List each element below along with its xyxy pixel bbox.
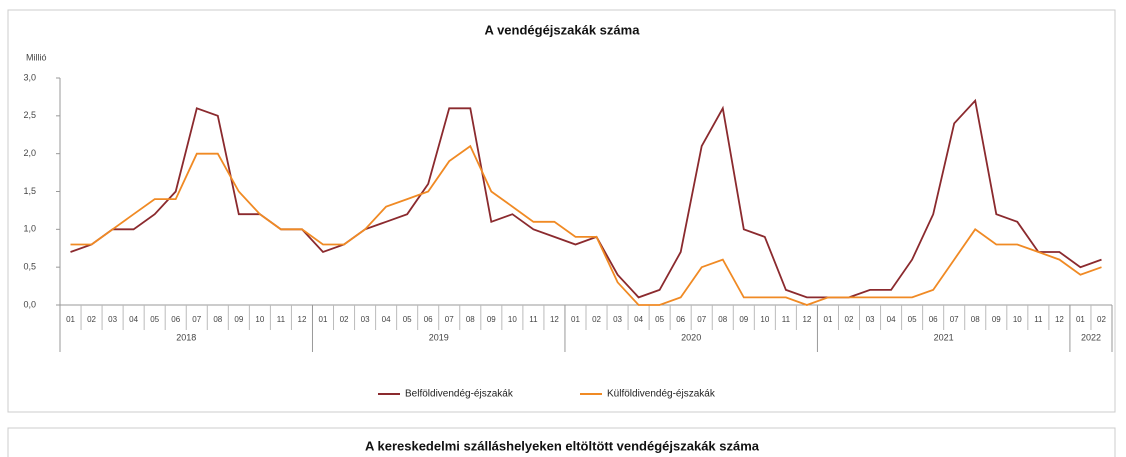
x-tick-label: 01 [824, 315, 833, 324]
x-tick-label: 01 [571, 315, 580, 324]
x-tick-label: 01 [319, 315, 328, 324]
y-tick-label: 2,0 [23, 148, 36, 158]
x-tick-label: 02 [87, 315, 96, 324]
legend-label: Belföldivendég-éjszakák [405, 389, 514, 400]
x-tick-label: 09 [234, 315, 243, 324]
x-tick-label: 08 [466, 315, 475, 324]
x-tick-label: 06 [171, 315, 180, 324]
x-tick-label: 04 [887, 315, 896, 324]
group-label: 2022 [1081, 332, 1101, 342]
series-line [70, 144, 1102, 306]
x-tick-label: 08 [213, 315, 222, 324]
x-tick-label: 09 [487, 315, 496, 324]
x-tick-label: 06 [929, 315, 938, 324]
legend-label: Külföldivendég-éjszakák [607, 389, 716, 400]
x-tick-label: 05 [150, 315, 159, 324]
x-tick-label: 10 [760, 315, 769, 324]
group-label: 2019 [429, 332, 449, 342]
x-tick-label: 03 [361, 315, 370, 324]
x-tick-label: 11 [782, 315, 791, 324]
x-tick-label: 11 [277, 315, 286, 324]
x-tick-label: 06 [424, 315, 433, 324]
y-tick-label: 0,0 [23, 299, 36, 309]
x-tick-label: 04 [382, 315, 391, 324]
x-tick-label: 01 [1076, 315, 1085, 324]
x-tick-label: 08 [971, 315, 980, 324]
x-tick-label: 06 [676, 315, 685, 324]
x-tick-label: 02 [340, 315, 349, 324]
x-tick-label: 11 [529, 315, 538, 324]
y-unit: Millió [26, 52, 47, 62]
x-tick-label: 07 [950, 315, 959, 324]
x-tick-label: 12 [802, 315, 811, 324]
x-tick-label: 12 [550, 315, 559, 324]
series-line [70, 98, 1102, 299]
y-tick-label: 2,5 [23, 110, 36, 120]
x-tick-label: 01 [66, 315, 75, 324]
x-tick-label: 10 [508, 315, 517, 324]
x-tick-label: 05 [908, 315, 917, 324]
y-tick-label: 3,0 [23, 72, 36, 82]
chart-title: A vendégéjszakák száma [485, 22, 641, 37]
chart-title: A kereskedelmi szálláshelyeken eltöltött… [365, 438, 760, 453]
x-tick-label: 04 [129, 315, 138, 324]
y-tick-label: 1,5 [23, 186, 36, 196]
x-tick-label: 05 [655, 315, 664, 324]
group-label: 2018 [176, 332, 196, 342]
x-tick-label: 03 [613, 315, 622, 324]
x-tick-label: 03 [108, 315, 117, 324]
x-tick-label: 07 [445, 315, 454, 324]
x-tick-label: 04 [634, 315, 643, 324]
panel [7, 427, 1116, 457]
panel [7, 9, 1116, 413]
x-tick-label: 10 [1013, 315, 1022, 324]
y-tick-label: 0,5 [23, 262, 36, 272]
x-tick-label: 02 [845, 315, 854, 324]
x-tick-label: 08 [718, 315, 727, 324]
group-label: 2020 [681, 332, 701, 342]
x-tick-label: 03 [866, 315, 875, 324]
x-tick-label: 02 [1097, 315, 1106, 324]
x-tick-label: 05 [403, 315, 412, 324]
x-tick-label: 11 [1034, 315, 1043, 324]
x-tick-label: 12 [1055, 315, 1064, 324]
x-tick-label: 09 [739, 315, 748, 324]
x-tick-label: 12 [298, 315, 307, 324]
x-tick-label: 10 [255, 315, 264, 324]
x-tick-label: 07 [697, 315, 706, 324]
x-tick-label: 02 [592, 315, 601, 324]
x-tick-label: 09 [992, 315, 1001, 324]
x-tick-label: 07 [192, 315, 201, 324]
group-label: 2021 [934, 332, 954, 342]
y-tick-label: 1,0 [23, 224, 36, 234]
